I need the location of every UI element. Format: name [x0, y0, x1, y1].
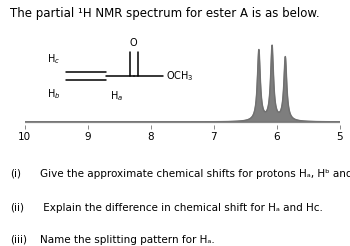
- Text: Name the splitting pattern for Hₐ.: Name the splitting pattern for Hₐ.: [40, 235, 215, 245]
- Text: H$_c$: H$_c$: [47, 52, 60, 66]
- Text: (ii): (ii): [10, 203, 25, 213]
- Text: The partial ¹H NMR spectrum for ester A is as below.: The partial ¹H NMR spectrum for ester A …: [10, 7, 320, 20]
- Text: Give the approximate chemical shifts for protons Hₐ, Hᵇ and Hᴄ.: Give the approximate chemical shifts for…: [40, 169, 350, 179]
- Text: (i): (i): [10, 169, 21, 179]
- Text: O: O: [130, 38, 138, 48]
- Text: H$_b$: H$_b$: [47, 88, 60, 101]
- Text: (iii): (iii): [10, 235, 28, 245]
- Text: H$_a$: H$_a$: [110, 90, 122, 103]
- Text: Explain the difference in chemical shift for Hₐ and Hᴄ.: Explain the difference in chemical shift…: [40, 203, 323, 213]
- Text: OCH$_3$: OCH$_3$: [166, 69, 194, 83]
